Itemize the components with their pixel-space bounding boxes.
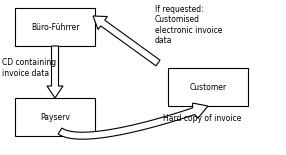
Bar xyxy=(15,98,95,136)
Text: CD containing
invoice data: CD containing invoice data xyxy=(2,58,56,78)
Polygon shape xyxy=(47,46,63,98)
Text: Customer: Customer xyxy=(189,82,227,91)
Text: If requested:
Customised
electronic invoice
data: If requested: Customised electronic invo… xyxy=(155,5,223,45)
Text: Hard copy of invoice: Hard copy of invoice xyxy=(163,114,241,123)
Text: Payserv: Payserv xyxy=(40,113,70,122)
Bar xyxy=(168,68,248,106)
Text: Büro-Führrer: Büro-Führrer xyxy=(31,22,79,31)
Polygon shape xyxy=(93,16,160,66)
Bar xyxy=(15,8,95,46)
Polygon shape xyxy=(58,103,208,139)
